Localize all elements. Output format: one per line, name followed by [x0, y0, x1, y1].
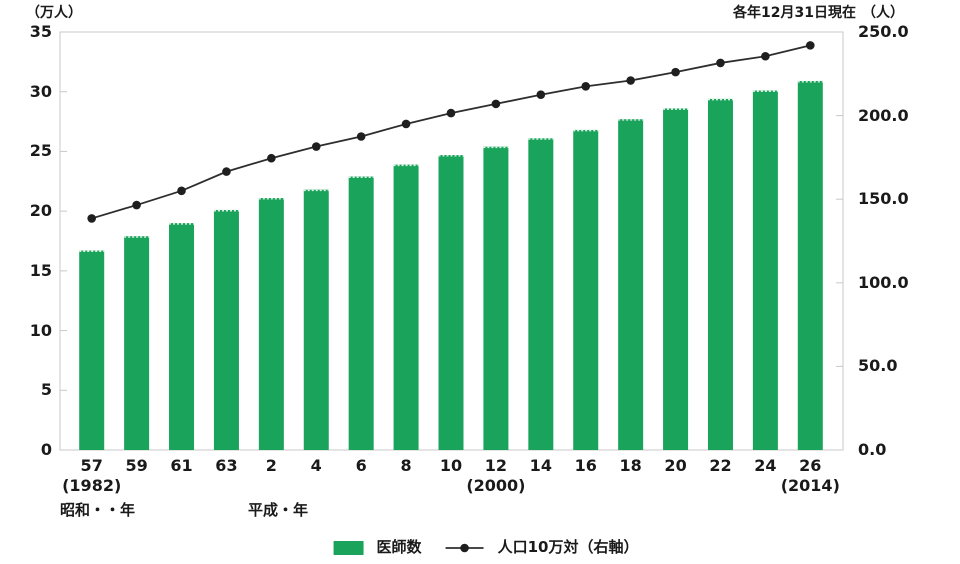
- right-axis-tick-label: 250.0: [858, 22, 909, 41]
- doctor-count-bar: [124, 236, 150, 450]
- x-axis-tick-label: 6: [355, 456, 367, 475]
- doctor-count-bar: [348, 176, 374, 450]
- era-label-heisei: 平成・年: [248, 501, 309, 519]
- doctor-count-bar: [797, 80, 823, 451]
- per-100k-line-point: [716, 58, 725, 68]
- per-100k-line-point: [132, 200, 141, 210]
- x-axis-tick-label: 16: [574, 456, 597, 475]
- left-axis-tick-label: 30: [29, 81, 52, 101]
- legend-label-per-100k: 人口10万対（右軸）: [497, 538, 639, 556]
- x-axis-tick-label: 14: [529, 456, 552, 475]
- x-axis-tick-label: 2: [265, 456, 277, 475]
- doctor-count-bar: [213, 209, 239, 450]
- doctor-count-bar: [483, 146, 509, 450]
- left-axis-tick-label: 35: [29, 22, 52, 41]
- legend-label-doctor-count: 医師数: [376, 538, 422, 556]
- per-100k-line-point: [536, 90, 546, 99]
- per-100k-line-point: [401, 119, 411, 129]
- x-axis-tick-label: 61: [170, 456, 193, 475]
- x-axis-tick-label: 12: [484, 456, 508, 475]
- per-100k-line-point: [87, 214, 96, 223]
- left-axis-tick-label: 5: [40, 380, 52, 400]
- x-axis-year-sublabel: (2014): [780, 476, 840, 495]
- right-axis-unit-label: （人）: [862, 5, 904, 21]
- left-axis-tick-label: 0: [40, 440, 52, 459]
- doctor-count-bar: [752, 90, 778, 451]
- doctor-count-bar: [707, 98, 733, 450]
- x-axis-year-sublabel: (2000): [466, 476, 526, 495]
- right-axis-tick-label: 150.0: [858, 189, 909, 209]
- per-100k-line-point: [267, 153, 276, 163]
- left-axis-tick-label: 20: [29, 201, 52, 221]
- right-axis-tick-label: 0.0: [858, 440, 887, 459]
- x-axis-tick-label: 63: [215, 456, 238, 475]
- doctor-count-bar: [393, 164, 419, 450]
- x-axis-tick-label: 20: [664, 456, 687, 475]
- legend-bar-swatch: [333, 540, 364, 555]
- legend-line-sample: [445, 543, 484, 552]
- date-note: 各年12月31日現在: [733, 5, 856, 21]
- legend: 医師数 人口10万対（右軸）: [333, 538, 639, 556]
- left-axis-tick-label: 10: [29, 320, 52, 340]
- per-100k-line-point: [671, 67, 680, 77]
- x-axis-tick-label: 4: [310, 456, 322, 475]
- left-axis-tick-label: 15: [29, 260, 52, 280]
- per-100k-line-point: [311, 142, 321, 151]
- doctor-count-bar: [258, 198, 284, 450]
- doctor-count-bar: [618, 119, 644, 450]
- doctor-count-bar: [438, 155, 464, 451]
- x-axis-tick-label: 26: [799, 456, 822, 475]
- doctor-count-bar: [528, 138, 554, 450]
- doctor-count-bar: [169, 223, 195, 450]
- right-axis-tick-label: 100.0: [858, 272, 909, 292]
- per-100k-line-point: [491, 99, 501, 109]
- x-axis-tick-label: 24: [754, 456, 777, 475]
- per-100k-line-point: [761, 51, 770, 61]
- doctor-count-bar: [303, 189, 329, 450]
- x-axis-tick-label: 8: [400, 456, 412, 475]
- x-axis-tick-label: 18: [619, 456, 642, 475]
- per-100k-line-point: [581, 82, 591, 91]
- per-100k-line-point: [626, 76, 635, 85]
- x-axis-tick-label: 57: [80, 456, 103, 475]
- doctor-count-bar: [79, 250, 105, 450]
- left-axis-tick-label: 25: [29, 141, 52, 161]
- x-axis-tick-label: 22: [709, 456, 732, 475]
- per-100k-line-point: [446, 108, 456, 118]
- doctor-count-bar: [663, 108, 689, 450]
- doctor-count-bar: [573, 129, 599, 450]
- era-label-showa: 昭和・・年: [60, 501, 136, 519]
- per-100k-line-point: [222, 167, 231, 176]
- per-100k-line-point: [177, 186, 186, 196]
- x-axis-year-sublabel: (1982): [62, 476, 122, 495]
- per-100k-line-point: [806, 41, 815, 50]
- left-axis-unit-label: （万人）: [26, 5, 82, 21]
- right-axis-tick-label: 200.0: [858, 105, 909, 125]
- per-100k-line-point: [356, 132, 366, 141]
- x-axis-tick-label: 59: [125, 456, 148, 475]
- x-axis-tick-label: 10: [439, 456, 463, 475]
- right-axis-tick-label: 50.0: [858, 356, 898, 376]
